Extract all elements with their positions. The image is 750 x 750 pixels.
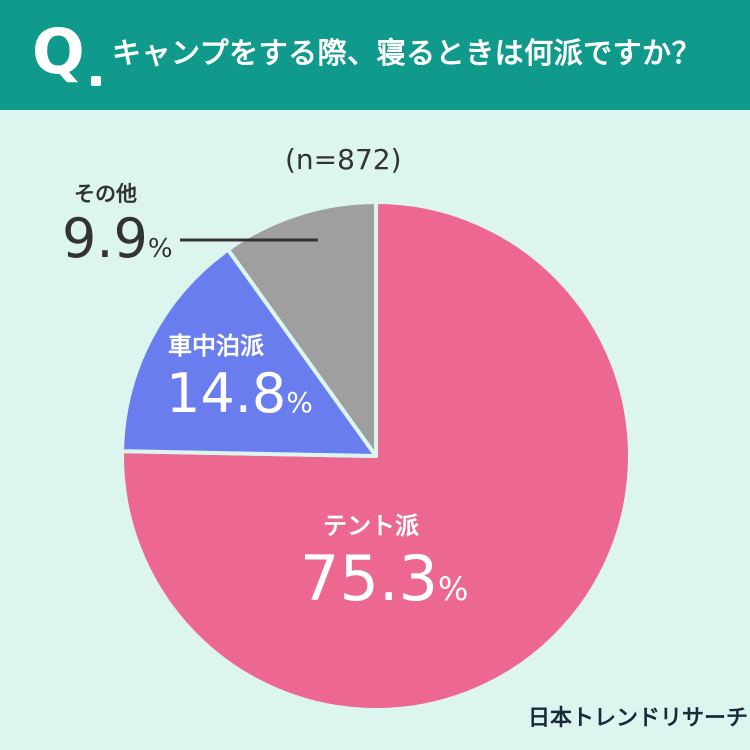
other-percent: 9.9 [62, 207, 148, 270]
slice-label-other: その他 9.9% [62, 178, 173, 270]
q-dot [91, 76, 101, 86]
tent-percent: 75.3 [300, 542, 439, 615]
slice-label-car: 車中泊派 14.8% [166, 326, 313, 427]
question-title: キャンプをする際、寝るときは何派ですか？ [112, 36, 702, 70]
other-percent-sign: % [147, 234, 173, 264]
tent-name: テント派 [323, 512, 419, 540]
sample-size: (n=872) [285, 143, 402, 176]
brand-logo: 日本トレンドリサーチ [528, 706, 749, 731]
pie-slices [120, 200, 632, 712]
car-percent: 14.8 [166, 362, 287, 425]
q-label: Q [32, 15, 85, 88]
pie-slice-other [226, 200, 378, 458]
pie-slice-car [120, 247, 378, 458]
tent-percent-sign: % [438, 570, 469, 608]
other-name: その他 [74, 182, 137, 206]
car-name: 車中泊派 [168, 332, 264, 360]
car-percent-sign: % [286, 386, 313, 419]
header-bar: Q キャンプをする際、寝るときは何派ですか？ [0, 0, 750, 110]
slice-label-tent: テント派 75.3% [300, 506, 468, 617]
